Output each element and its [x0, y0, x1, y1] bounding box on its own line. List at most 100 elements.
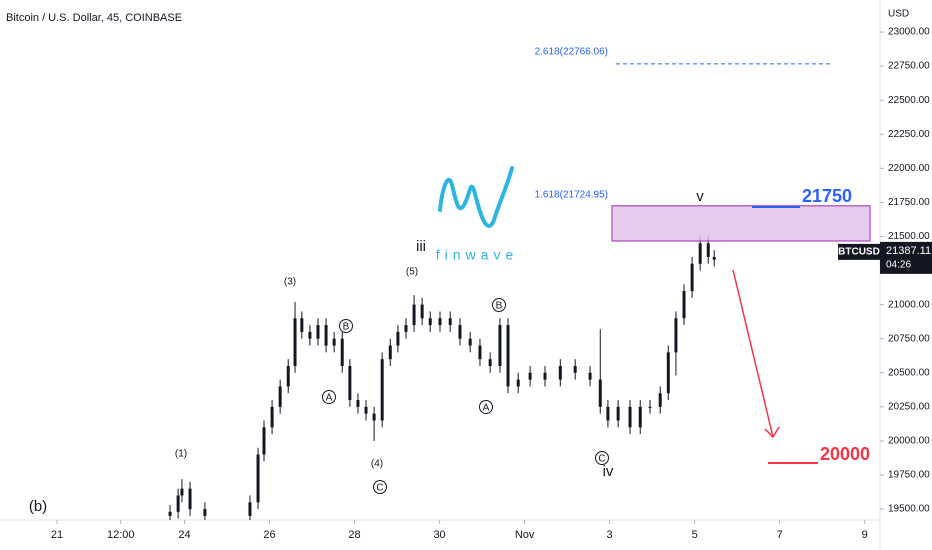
candle-body	[488, 359, 492, 366]
symbol-label: BTCUSD	[838, 247, 880, 258]
y-tick-label: 23000.00	[888, 27, 930, 38]
wave-circle	[339, 319, 353, 333]
candle-body	[468, 338, 472, 346]
wave-label: C	[598, 454, 605, 465]
candle-body	[262, 427, 266, 455]
candle-body	[598, 379, 602, 407]
wave-label: (1)	[175, 449, 187, 460]
candle-body	[286, 365, 290, 387]
wave-circle	[373, 480, 387, 494]
candle-body	[180, 488, 184, 496]
x-tick-label: 5	[692, 529, 698, 541]
candle-body	[682, 291, 686, 319]
arrow-head	[764, 426, 780, 439]
candle-body	[458, 325, 462, 339]
candle-body	[380, 359, 384, 421]
wave-circle	[492, 298, 506, 312]
candle-body	[448, 318, 452, 326]
countdown: 04:26	[886, 260, 911, 271]
wave-label: (4)	[371, 459, 383, 470]
candle-body	[404, 325, 408, 332]
candle-body	[498, 325, 502, 366]
candle-body	[278, 386, 282, 407]
x-tick-label: 3	[607, 529, 613, 541]
x-tick-label: 30	[433, 529, 445, 541]
y-tick-label: 21750.00	[888, 197, 930, 208]
y-tick-label: 20500.00	[888, 367, 930, 378]
candles	[168, 236, 716, 520]
candle-body	[293, 318, 297, 366]
y-tick-label: 19750.00	[888, 470, 930, 481]
candle-body	[348, 365, 352, 401]
candle-body	[203, 509, 207, 516]
candle-body	[188, 488, 192, 510]
candle-body	[674, 318, 678, 353]
candle-body	[573, 365, 577, 373]
candle-body	[300, 318, 304, 332]
wave-label: v	[696, 188, 704, 205]
fib-label: 1.618(21724.95)	[535, 189, 608, 200]
candle-body	[712, 256, 716, 260]
logo-text: finwave	[436, 247, 518, 263]
candle-body	[388, 345, 392, 360]
wave-label: iii	[416, 238, 426, 255]
symbol-box	[838, 243, 880, 260]
y-tick-label: 22750.00	[888, 61, 930, 72]
candle-body	[428, 318, 432, 326]
candle-body	[666, 352, 670, 394]
x-tick-label: Nov	[515, 529, 535, 541]
candle-body	[356, 400, 360, 407]
y-tick-label: 22500.00	[888, 95, 930, 106]
price-label: 21387.11	[886, 245, 931, 257]
candle-body	[506, 325, 510, 387]
wave-circle	[479, 400, 493, 414]
wave-label: B	[343, 322, 350, 333]
x-tick-label: 28	[348, 529, 360, 541]
wave-circle	[595, 451, 609, 465]
candle-body	[658, 393, 662, 407]
x-tick-label: 7	[777, 529, 783, 541]
candle-body	[412, 304, 416, 326]
candle-body	[698, 243, 702, 264]
candle-body	[438, 318, 442, 326]
candle-body	[332, 338, 336, 346]
candle-body	[638, 406, 642, 428]
logo-wave	[438, 166, 514, 229]
candle-body	[168, 511, 172, 516]
wave-label: (5)	[406, 267, 418, 278]
candle-body	[256, 454, 260, 503]
wave-label: A	[326, 393, 333, 404]
x-tick-label: 21	[51, 529, 63, 541]
candle-body	[316, 325, 320, 339]
y-tick-label: 20750.00	[888, 333, 930, 344]
candle-body	[176, 495, 180, 512]
candle-body	[706, 243, 710, 257]
candle-body	[396, 331, 400, 346]
candle-body	[372, 413, 376, 421]
fib-label: 2.618(22766.06)	[535, 47, 608, 58]
candle-body	[324, 325, 328, 346]
logo: finwave	[436, 166, 518, 263]
currency: USD	[888, 9, 909, 20]
wave-label: (b)	[29, 498, 47, 515]
x-tick-label: 24	[178, 529, 190, 541]
candle-body	[270, 406, 274, 428]
candle-body	[478, 345, 482, 360]
candle-body	[248, 502, 252, 516]
candle-body	[364, 406, 368, 414]
candle-body	[606, 406, 610, 421]
y-tick-label: 21500.00	[888, 231, 930, 242]
candle-body	[308, 331, 312, 339]
wave-label: C	[376, 483, 383, 494]
wave-label: B	[496, 301, 503, 312]
target-label: 20000	[820, 444, 870, 464]
candle-body	[543, 372, 547, 380]
wave-label: (3)	[284, 277, 296, 288]
candle-body	[616, 406, 620, 421]
candle-body	[648, 406, 652, 408]
candle-body	[420, 304, 424, 319]
target-label: 21750	[802, 186, 852, 206]
arrow	[732, 269, 774, 438]
